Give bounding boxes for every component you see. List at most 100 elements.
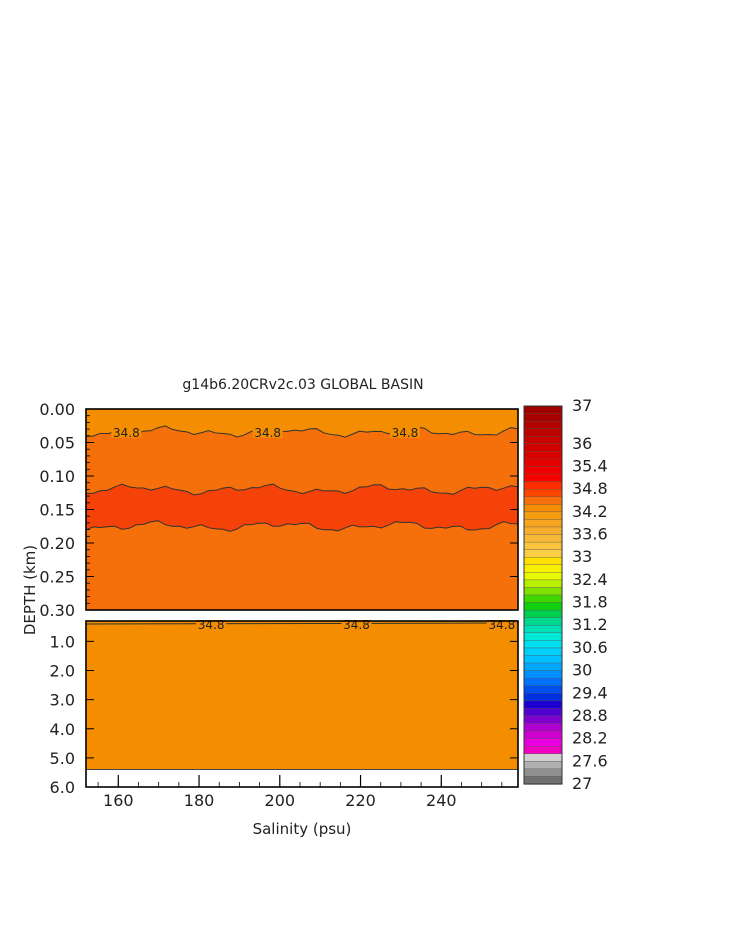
colorbar: 37 36 35.4 34.8 34.2 33.6 33 32.4 31.8 31.2 30.6 30… [523, 396, 608, 793]
colorbar-swatch [523, 511, 563, 520]
colorbar-swatch [523, 420, 563, 430]
colorbar-swatch [523, 458, 563, 468]
colorbar-swatch [523, 594, 563, 604]
colorbar-label: 27.6 [572, 751, 608, 770]
colorbar-swatch [523, 708, 563, 717]
colorbar-label: 34.8 [572, 479, 608, 498]
colorbar-swatch [523, 693, 563, 702]
lower-y-tick-label: 5.0 [50, 749, 75, 768]
colorbar-label: 37 [572, 396, 592, 415]
lower-contour-label: 34.8 [343, 618, 370, 632]
lower-contour-label-bg [341, 620, 372, 631]
colorbar-label: 33 [572, 547, 592, 566]
colorbar-swatch [523, 730, 563, 740]
colorbar-label: 34.2 [572, 502, 608, 521]
lower-y-tick-label: 1.0 [50, 632, 75, 651]
colorbar-swatch [523, 655, 563, 664]
lower-contour [85, 622, 519, 625]
colorbar-swatch [523, 413, 563, 422]
colorbar-swatch [523, 428, 563, 437]
colorbar-swatch [523, 564, 563, 573]
colorbar-label: 32.4 [572, 570, 608, 589]
upper-y-tick-label: 0.25 [39, 568, 75, 587]
colorbar-swatch [523, 436, 563, 445]
colorbar-swatch [523, 519, 563, 528]
colorbar-swatch [523, 451, 563, 460]
x-tick-label: 180 [184, 791, 215, 810]
colorbar-label: 31.2 [572, 615, 608, 634]
upper-y-tick-label: 0.05 [39, 434, 75, 453]
colorbar-swatch [523, 768, 563, 778]
colorbar-swatch [523, 443, 563, 452]
upper-contour-label-bg [389, 424, 420, 438]
colorbar-swatch [523, 685, 563, 694]
colorbar-label: 35.4 [572, 456, 608, 475]
colorbar-swatch [523, 572, 563, 581]
colorbar-swatch [523, 579, 563, 589]
colorbar-swatch [523, 776, 563, 785]
colorbar-swatch [523, 700, 563, 710]
upper-surface-contour [85, 425, 519, 438]
upper-panel: 34.8 34.8 34.8 0.00 0.05 0.10 0.15 0.20 0.25 0.30 [39, 400, 519, 620]
upper-contour-label: 34.8 [113, 426, 140, 440]
colorbar-label: 28.8 [572, 706, 608, 725]
chart-title: g14b6.20CRv2c.03 GLOBAL BASIN [182, 377, 423, 393]
colorbar-swatch [523, 723, 563, 732]
x-tick-label: 240 [426, 791, 457, 810]
upper-y-tick-label: 0.20 [39, 534, 75, 553]
y-axis-label: DEPTH (km) [21, 545, 39, 635]
colorbar-swatch [523, 549, 563, 558]
colorbar-swatch [523, 715, 563, 725]
upper-contour-label-bg [111, 424, 142, 438]
colorbar-swatch [523, 677, 563, 687]
colorbar-swatch [523, 534, 563, 543]
colorbar-swatch [523, 526, 563, 536]
colorbar-swatch [523, 496, 563, 505]
colorbar-swatch [523, 587, 563, 596]
lower-panel-frame [85, 620, 519, 788]
colorbar-swatch [523, 617, 563, 626]
colorbar-swatch [523, 609, 563, 619]
colorbar-swatch [523, 625, 563, 634]
colorbar-swatch [523, 504, 563, 513]
colorbar-swatch [523, 761, 563, 770]
colorbar-swatch [523, 746, 563, 755]
colorbar-label: 36 [572, 434, 592, 453]
colorbar-swatch [523, 670, 563, 679]
colorbar-label: 28.2 [572, 729, 608, 748]
colorbar-swatch [523, 541, 563, 551]
upper-contour-label: 34.8 [254, 426, 281, 440]
colorbar-swatch [523, 488, 563, 498]
lower-panel-fill [86, 621, 518, 770]
lower-contour-label-bg [196, 620, 227, 631]
colorbar-frame [523, 405, 563, 785]
colorbar-label: 30.6 [572, 638, 608, 657]
lower-y-tick-label: 6.0 [50, 778, 75, 797]
colorbar-swatch [523, 753, 563, 762]
lower-contour-label: 34.8 [198, 618, 225, 632]
colorbar-label: 27 [572, 774, 592, 793]
colorbar-swatch [523, 481, 563, 490]
colorbar-swatch [523, 647, 563, 657]
colorbar-swatch [523, 602, 563, 611]
colorbar-swatch [523, 473, 563, 483]
upper-y-tick-label: 0.15 [39, 501, 75, 520]
upper-contour-label-bg [252, 424, 283, 438]
colorbar-label: 33.6 [572, 525, 608, 544]
x-tick-label: 160 [103, 791, 134, 810]
colorbar-label: 30 [572, 661, 592, 680]
colorbar-swatch [523, 662, 563, 672]
lower-y-tick-label: 3.0 [50, 691, 75, 710]
lower-contour-label: 34.8 [488, 618, 515, 632]
upper-contour-label: 34.8 [392, 426, 419, 440]
colorbar-swatch [523, 557, 563, 566]
colorbar-swatch [523, 738, 563, 747]
x-axis-label: Salinity (psu) [253, 820, 352, 838]
colorbar-label: 29.4 [572, 683, 608, 702]
upper-y-tick-label: 0.10 [39, 467, 75, 486]
x-tick-label: 200 [265, 791, 296, 810]
colorbar-label: 31.8 [572, 593, 608, 612]
lower-panel: 34.8 34.8 34.8 1.0 2.0 3.0 4.0 5.0 6.0 [50, 618, 519, 797]
x-axis: 160 180 200 220 240 [97, 775, 503, 810]
